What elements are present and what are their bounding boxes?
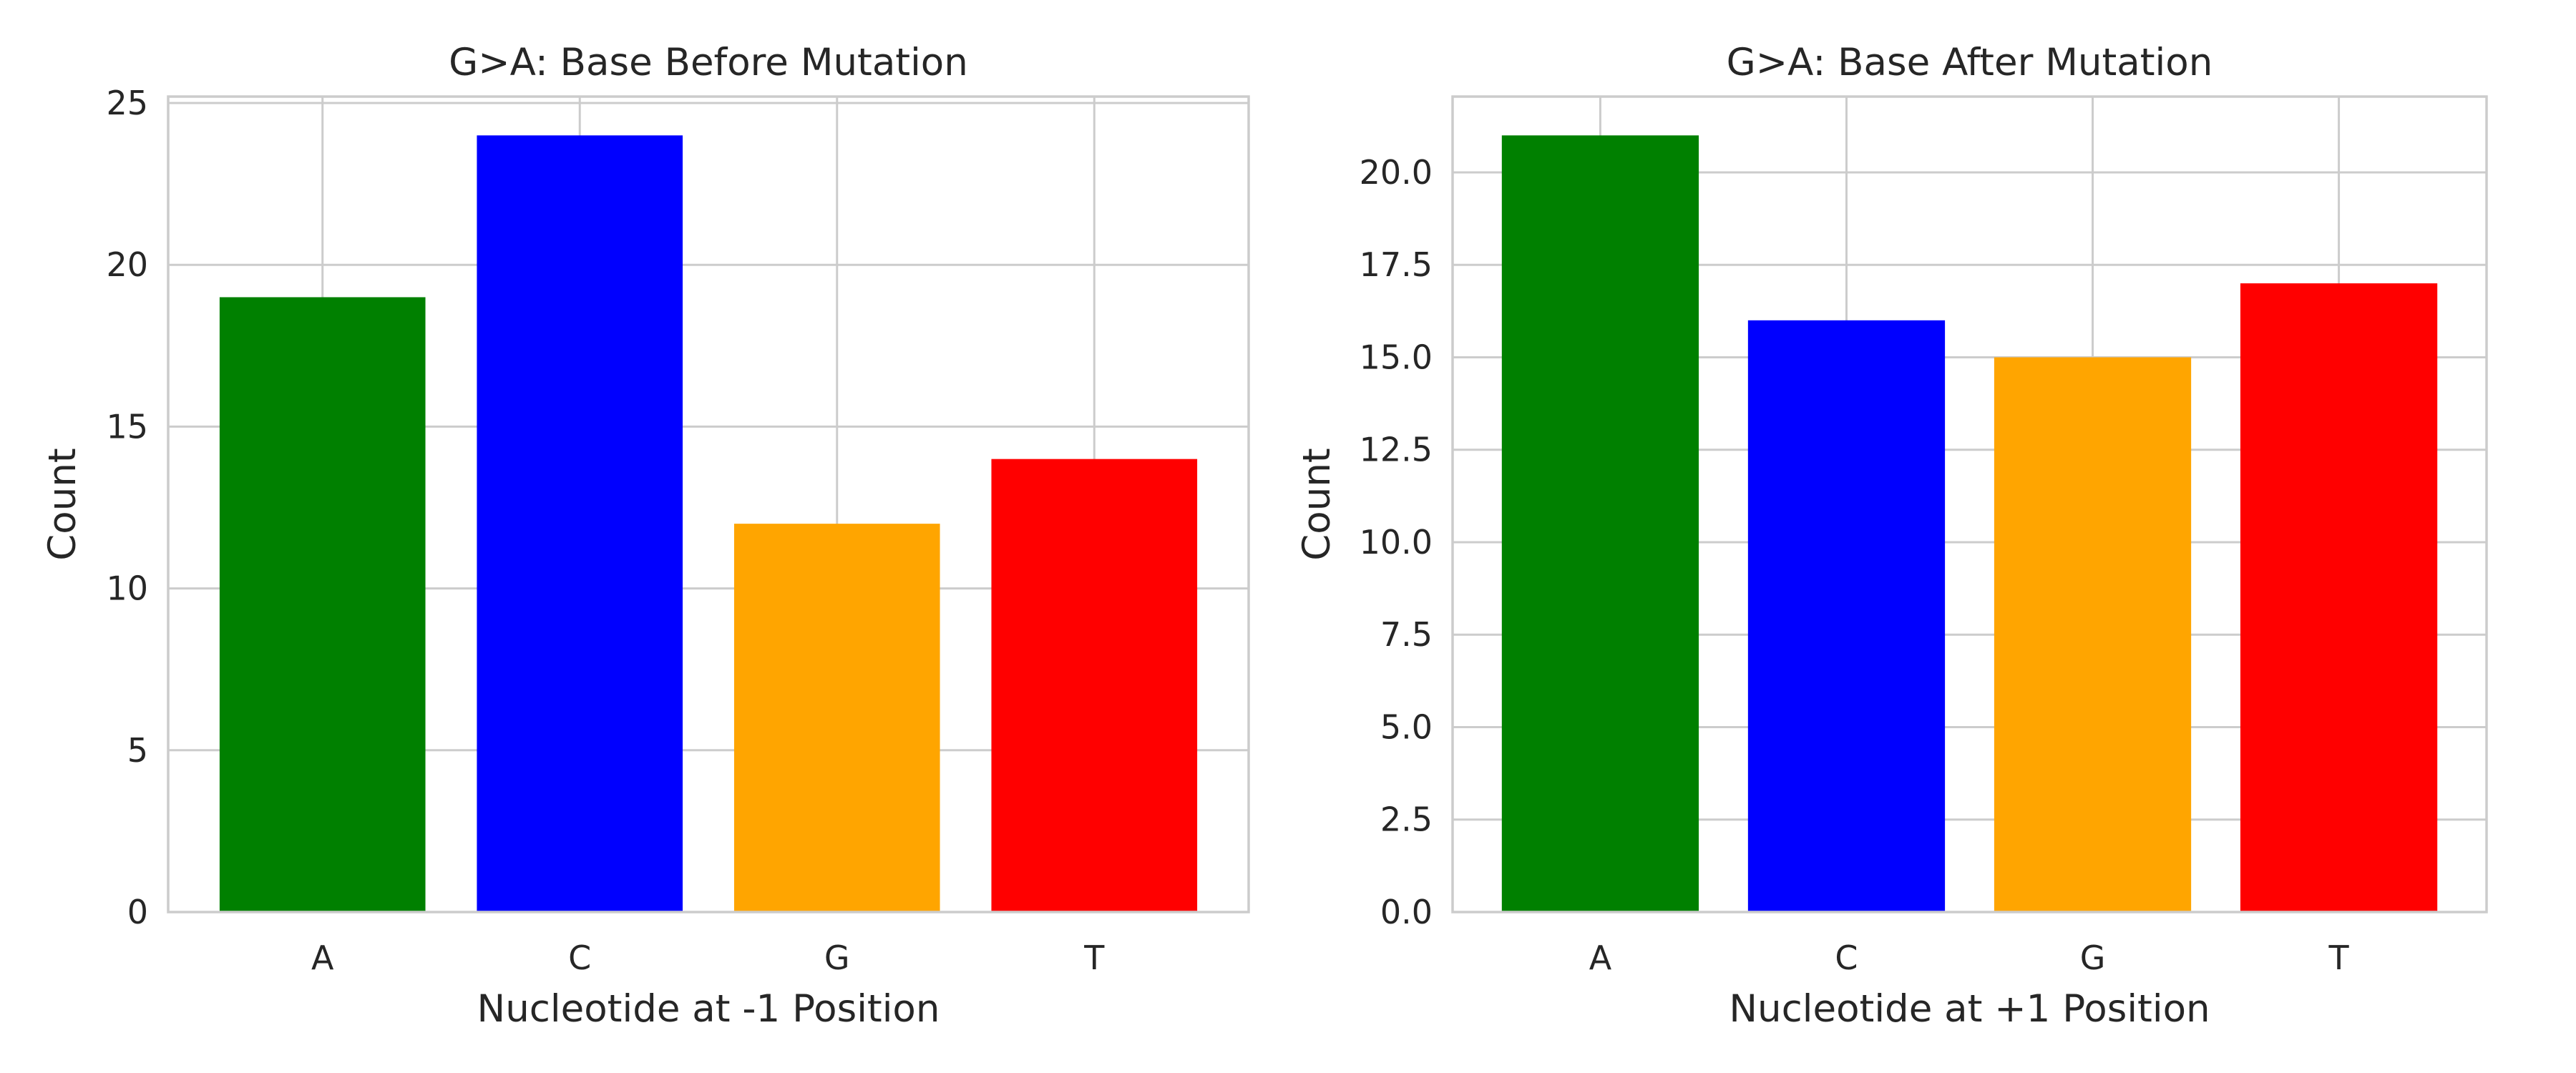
right-chart-ytick-label: 17.5 [1360, 245, 1433, 284]
right-chart-ytick-label: 15.0 [1360, 338, 1433, 376]
right-chart-xtick-label: A [1589, 939, 1612, 977]
right-chart-title: G>A: Base After Mutation [1727, 41, 2213, 84]
right-chart-ylabel: Count [1295, 448, 1339, 560]
left-chart-xtick-label: C [568, 939, 591, 977]
right-chart-frame [1451, 95, 2488, 913]
left-chart-ytick-label: 15 [106, 407, 148, 446]
left-chart-bar-c [477, 135, 683, 912]
left-chart-bar-g [733, 524, 940, 912]
left-chart-frame [167, 95, 1250, 913]
right-chart-bar-a [1501, 135, 1699, 912]
left-chart-bar-a [219, 297, 426, 912]
right-chart-ytick-label: 12.5 [1360, 431, 1433, 469]
right-chart-ytick-label: 5.0 [1380, 707, 1433, 746]
right-chart-xtick-label: C [1835, 939, 1858, 977]
left-chart-xtick-label: T [1083, 939, 1105, 977]
right-chart-xtick-label: G [2080, 939, 2106, 977]
left-chart-ytick-label: 20 [106, 245, 148, 284]
left-chart-xtick-label: A [311, 939, 334, 977]
left-chart-xlabel: Nucleotide at -1 Position [477, 987, 940, 1031]
right-chart-panel: G>A: Base After Mutation Nucleotide at +… [1295, 41, 2488, 1031]
left-chart-title: G>A: Base Before Mutation [449, 41, 968, 84]
left-chart-bar-t [991, 459, 1198, 912]
right-chart-xtick-label: T [2328, 939, 2350, 977]
left-chart-panel: G>A: Base Before Mutation Nucleotide at … [41, 41, 1250, 1031]
right-chart-ytick-label: 20.0 [1360, 153, 1433, 192]
right-chart-ytick-label: 2.5 [1380, 800, 1433, 839]
left-chart-ytick-label: 10 [106, 569, 148, 608]
right-chart-xlabel: Nucleotide at +1 Position [1729, 987, 2210, 1031]
left-chart-ytick-label: 25 [106, 84, 148, 122]
left-chart-ylabel: Count [41, 448, 84, 560]
right-chart-ytick-label: 7.5 [1380, 615, 1433, 654]
left-chart-ytick-label: 0 [127, 893, 148, 931]
left-chart-xtick-label: G [824, 939, 850, 977]
right-chart-bar-g [1994, 357, 2192, 912]
right-chart-bar-c [1747, 320, 1946, 912]
right-chart-ytick-label: 0.0 [1380, 893, 1433, 931]
left-chart-ytick-label: 5 [127, 731, 148, 770]
right-chart-ytick-label: 10.0 [1360, 523, 1433, 562]
right-chart-bar-t [2240, 283, 2438, 912]
